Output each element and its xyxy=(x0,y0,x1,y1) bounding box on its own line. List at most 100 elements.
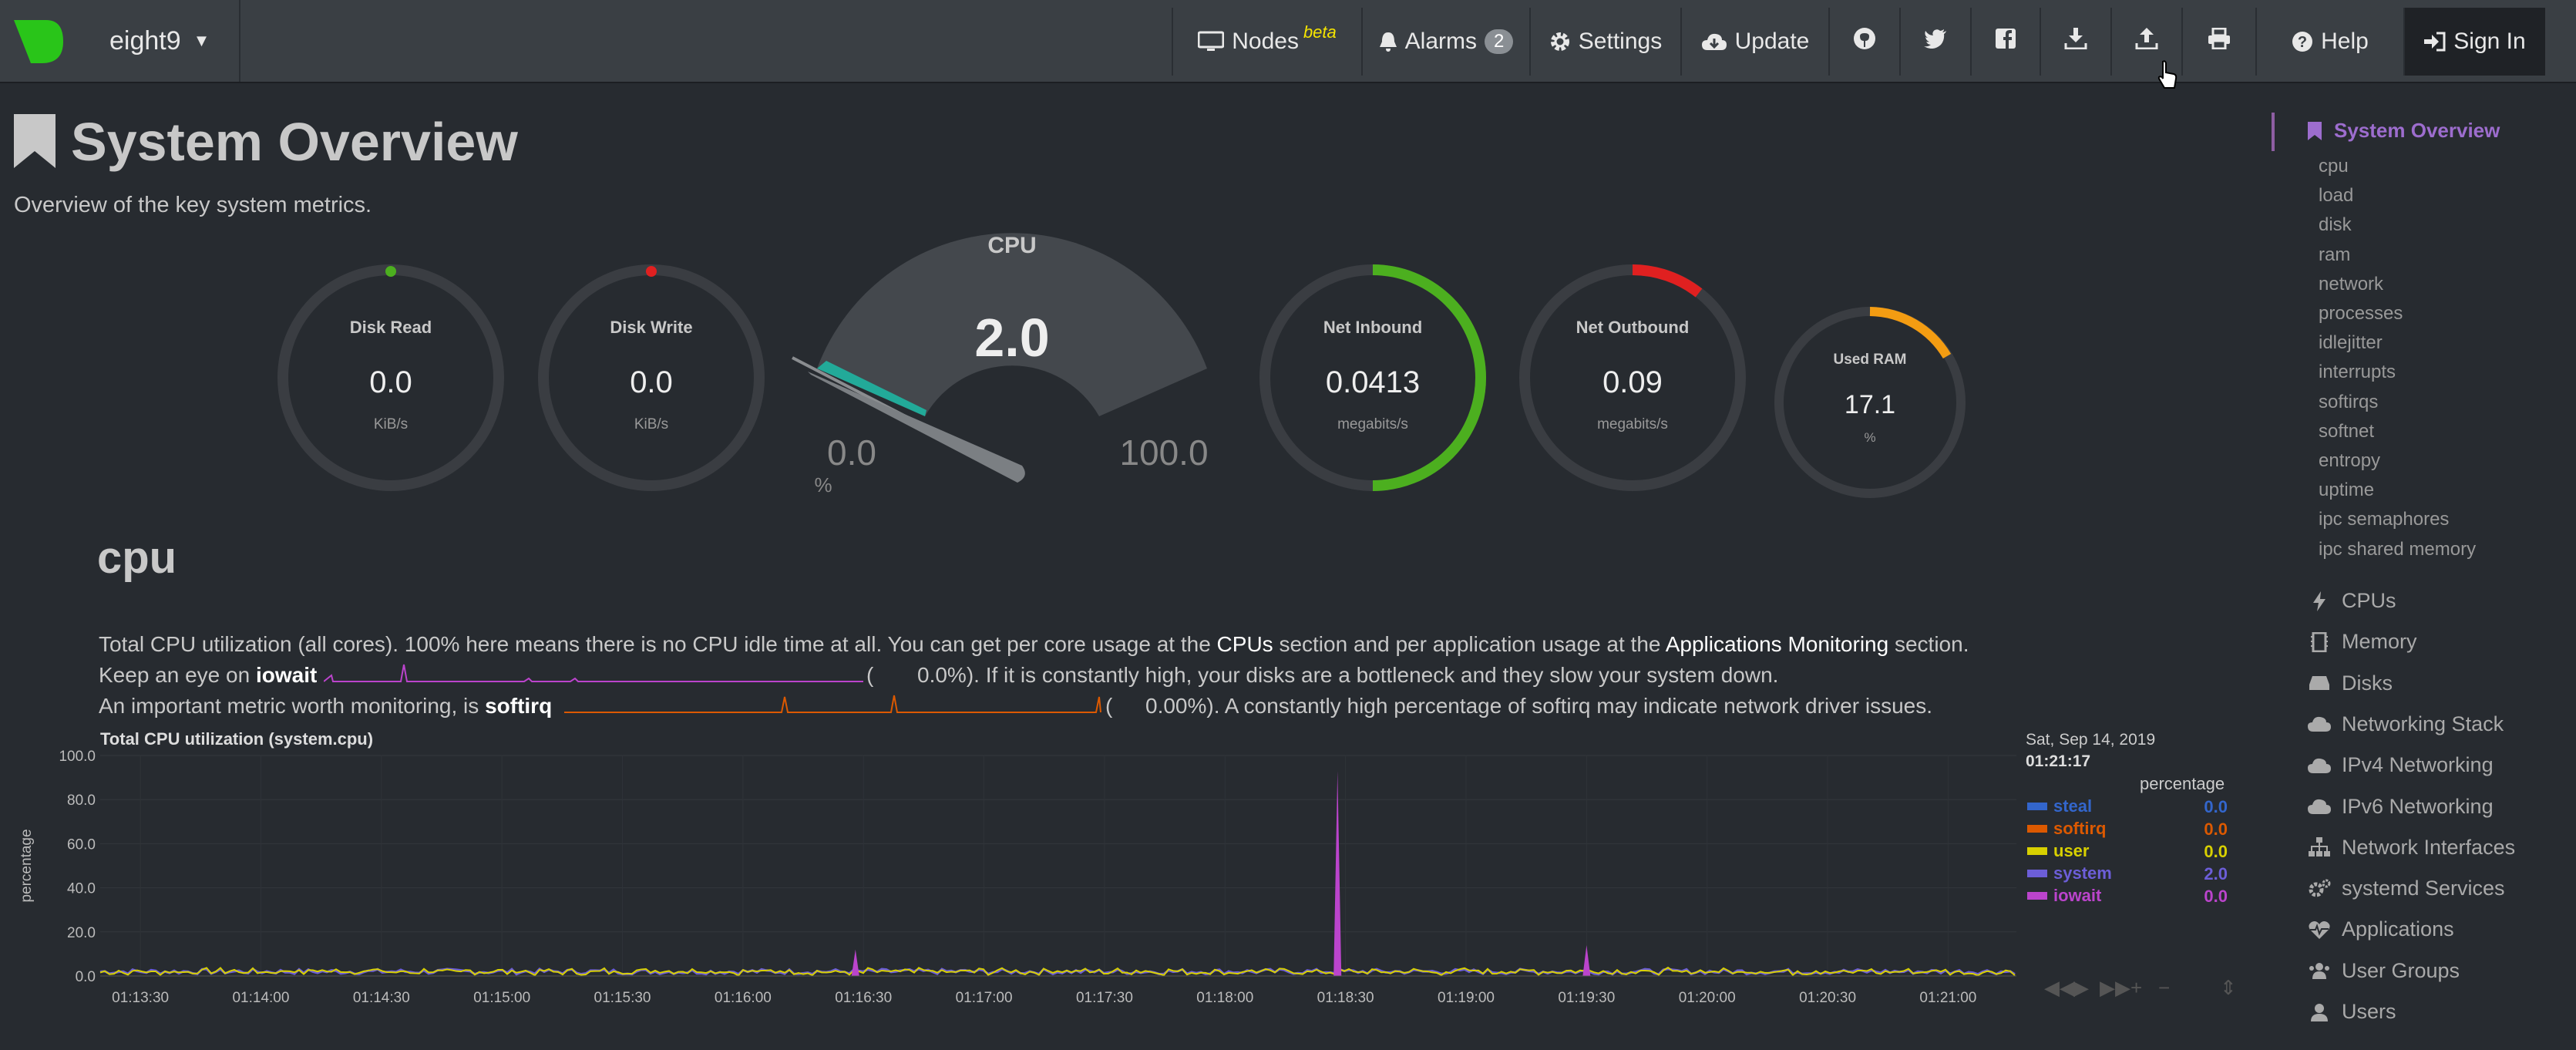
y-tick-label: 20.0 xyxy=(67,925,96,941)
sidebar-subitem-softirqs[interactable]: softirqs xyxy=(2319,391,2379,412)
sidebar-subitem-entropy[interactable]: entropy xyxy=(2319,450,2381,471)
github-button[interactable] xyxy=(1828,8,1899,76)
sidebar-subitem-ram[interactable]: ram xyxy=(2319,244,2351,265)
nodes-button[interactable]: Nodes beta xyxy=(1172,8,1361,76)
sidebar-subitem-ipc-semaphores[interactable]: ipc semaphores xyxy=(2319,509,2450,530)
iowait-paren: ( xyxy=(866,663,874,687)
chart-pan-left-icon[interactable]: ◀◀ xyxy=(2044,976,2075,999)
update-label: Update xyxy=(1734,29,1810,54)
line3-text-b: ). A constantly high percentage of softi… xyxy=(1206,694,1932,718)
line1-text-b: section and per application usage at the xyxy=(1273,632,1666,656)
twitter-button[interactable] xyxy=(1899,8,1970,76)
softirq-inline-paren: ( xyxy=(1105,694,1112,719)
net-outbound-arc xyxy=(1632,264,1703,298)
legend-value-user: 0.0 xyxy=(2204,842,2228,861)
softirq-value: 0.00% xyxy=(1145,694,1207,718)
line1-text-a: Total CPU utilization (all cores). 100% … xyxy=(99,632,1217,656)
sidebar-subitem-idlejitter[interactable]: idlejitter xyxy=(2319,332,2383,354)
upload-icon xyxy=(2135,28,2158,56)
legend-item-steal[interactable]: steal xyxy=(2027,796,2092,817)
cpu-description-line2: Keep an eye on iowait xyxy=(99,663,317,688)
sidebar-item-networking-stack[interactable]: Networking Stack xyxy=(2308,712,2504,736)
print-button[interactable] xyxy=(2181,8,2255,76)
chart-pan-right-icon[interactable]: ▶▶ xyxy=(2100,976,2130,999)
net-inbound-unit: megabits/s xyxy=(1337,416,1408,432)
cpus-link[interactable]: CPUs xyxy=(1216,632,1273,656)
sitemap-icon xyxy=(2308,837,2331,857)
sidebar-subitem-uptime[interactable]: uptime xyxy=(2319,480,2375,501)
legend-series-name: user xyxy=(2053,841,2090,860)
chart-zoom-in-icon[interactable]: + xyxy=(2130,976,2143,999)
legend-item-user[interactable]: user xyxy=(2027,840,2089,862)
legend-swatch xyxy=(2027,892,2047,900)
sidebar-subitem-disk[interactable]: disk xyxy=(2319,214,2352,236)
sidebar-active-indicator xyxy=(2272,113,2275,151)
sidebar-subitem-cpu[interactable]: cpu xyxy=(2319,156,2349,177)
net-inbound-gauge[interactable] xyxy=(1259,264,1486,491)
sidebar-item-ipv4-networking[interactable]: IPv4 Networking xyxy=(2308,753,2494,777)
line2-text-b: ). If it is constantly high, your disks … xyxy=(966,663,1779,687)
sidebar-item-systemd-services[interactable]: systemd Services xyxy=(2308,877,2505,900)
sidebar-subitem-network[interactable]: network xyxy=(2319,273,2384,294)
sidebar-item-applications[interactable]: Applications xyxy=(2308,917,2454,941)
legend-value-softirq: 0.0 xyxy=(2204,819,2228,839)
chart-zoom-out-icon[interactable]: − xyxy=(2158,976,2171,999)
top-navbar: eight9 ▼ Nodes beta Alarms 2 Settings Up… xyxy=(0,0,2576,89)
bell-icon xyxy=(1379,31,1397,52)
chart-play-icon[interactable]: ▶ xyxy=(2073,976,2089,999)
sidebar-item-disks[interactable]: Disks xyxy=(2308,671,2393,695)
legend-swatch xyxy=(2027,825,2047,833)
legend-value-steal: 0.0 xyxy=(2204,797,2228,816)
used-ram-gauge[interactable] xyxy=(1774,307,1966,498)
alarms-button[interactable]: Alarms 2 xyxy=(1361,8,1529,76)
twitter-icon xyxy=(1924,29,1947,55)
sidebar-item-memory[interactable]: Memory xyxy=(2308,630,2417,654)
hostname-dropdown[interactable]: eight9 ▼ xyxy=(86,0,240,82)
sidebar-item-user-groups[interactable]: User Groups xyxy=(2308,959,2460,983)
sidebar-subitem-interrupts[interactable]: interrupts xyxy=(2319,362,2396,383)
line1-text-c: section. xyxy=(1888,632,1969,656)
sidebar-subitem-softnet[interactable]: softnet xyxy=(2319,420,2375,442)
legend-time: 01:21:17 xyxy=(2026,752,2091,770)
x-tick-label: 01:19:00 xyxy=(1438,990,1495,1006)
sidebar-item-users[interactable]: Users xyxy=(2308,1000,2396,1024)
facebook-button[interactable] xyxy=(1970,8,2040,76)
sidebar-item-cpus[interactable]: CPUs xyxy=(2308,589,2396,613)
help-button[interactable]: ? Help xyxy=(2255,8,2403,76)
disk-read-value: 0.0 xyxy=(369,365,412,399)
sign-in-button[interactable]: Sign In xyxy=(2403,8,2545,76)
sidebar-item-label: Applications xyxy=(2342,917,2454,941)
legend-item-iowait[interactable]: iowait xyxy=(2027,885,2101,907)
sidebar-subitem-load[interactable]: load xyxy=(2319,185,2354,207)
sign-in-label: Sign In xyxy=(2453,29,2526,54)
sidebar-subitem-processes[interactable]: processes xyxy=(2319,303,2403,324)
sidebar-item-system-overview[interactable]: System Overview xyxy=(2308,119,2500,143)
cpu-utilization-chart[interactable]: 100.0 80.0 60.0 40.0 20.0 0.0 percentage 01:13:… xyxy=(0,740,2035,1010)
x-tick-label: 01:16:30 xyxy=(835,990,892,1006)
disk-write-gauge[interactable] xyxy=(538,264,765,491)
legend-item-system[interactable]: system xyxy=(2027,863,2112,884)
cpu-gauge[interactable] xyxy=(792,233,1207,483)
chart-resize-icon[interactable]: ⇕ xyxy=(2220,976,2237,999)
disk-read-gauge[interactable] xyxy=(277,264,504,491)
cpu-fill-arc xyxy=(817,361,926,416)
svg-text:?: ? xyxy=(2298,34,2307,51)
net-outbound-gauge[interactable] xyxy=(1519,264,1746,491)
legend-series-name: softirq xyxy=(2053,819,2107,838)
sidebar-subitem-ipc-shared-memory[interactable]: ipc shared memory xyxy=(2319,538,2477,560)
y-tick-label: 60.0 xyxy=(67,836,96,853)
sidebar-item-label: User Groups xyxy=(2342,958,2460,982)
download-button[interactable] xyxy=(2040,8,2110,76)
applications-monitoring-link[interactable]: Applications Monitoring xyxy=(1665,632,1889,656)
upload-button[interactable] xyxy=(2110,8,2181,76)
netdata-logo-icon[interactable] xyxy=(11,17,65,66)
disk-write-label: Disk Write xyxy=(610,318,693,337)
sidebar-item-network-interfaces[interactable]: Network Interfaces xyxy=(2308,836,2515,860)
softirq-paren: ( xyxy=(1105,694,1113,718)
iowait-text: 0.0%). If it is constantly high, your di… xyxy=(917,663,1778,688)
sidebar-item-ipv6-networking[interactable]: IPv6 Networking xyxy=(2308,795,2494,819)
users-icon xyxy=(2308,961,2331,981)
settings-button[interactable]: Settings xyxy=(1529,8,1680,76)
update-button[interactable]: Update xyxy=(1680,8,1828,76)
legend-item-softirq[interactable]: softirq xyxy=(2027,818,2106,840)
